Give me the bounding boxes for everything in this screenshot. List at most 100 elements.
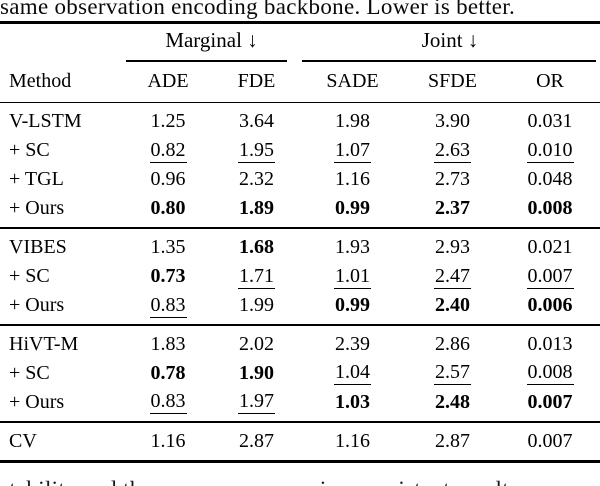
method-cell: + Ours: [9, 390, 65, 413]
header-sfde: SFDE: [428, 70, 477, 92]
value-cell: 2.73: [435, 168, 470, 191]
value-cell: 0.78: [150, 361, 186, 384]
method-cell: VIBES: [9, 236, 67, 259]
value-cell: 2.39: [335, 332, 370, 355]
column-group-marginal: Marginal ↓: [123, 24, 300, 62]
value-cell: 2.86: [435, 332, 470, 355]
value-cell: 0.031: [527, 110, 573, 133]
header-sade: SADE: [326, 70, 379, 92]
value-cell: 0.73: [150, 265, 186, 288]
value-cell: 2.32: [239, 168, 274, 191]
value-cell: 0.007: [526, 264, 574, 289]
value-cell: 2.48: [435, 390, 470, 413]
value-cell: 0.048: [527, 168, 573, 191]
value-cell: 2.87: [435, 429, 470, 452]
table-header-row: Method ADE FDE SADE SFDE OR: [0, 62, 600, 102]
table-block: HiVT-M 1.83 2.02 2.39 2.86 0.013 + SC 0.78 1.90 1…: [0, 326, 600, 421]
value-cell: 1.35: [150, 236, 186, 259]
method-cell: + SC: [9, 139, 50, 162]
header-method: Method: [9, 70, 72, 92]
caption-bottom-text-clipped: stability and the same scenes receive co…: [0, 476, 600, 486]
value-cell: 1.93: [335, 236, 370, 259]
method-cell: V-LSTM: [9, 110, 82, 133]
header-fde: FDE: [237, 70, 276, 92]
value-cell: 0.007: [527, 429, 573, 452]
value-cell: 1.16: [335, 168, 370, 191]
table-row: + SC 0.82 1.95 1.07 2.63 0.010: [0, 136, 600, 165]
table-block: V-LSTM 1.25 3.64 1.98 3.90 0.031 + SC 0.82 1.95 1…: [0, 103, 600, 227]
value-cell: 1.83: [150, 332, 186, 355]
method-cell: + Ours: [9, 197, 65, 220]
table-row: HiVT-M 1.83 2.02 2.39 2.86 0.013: [0, 330, 600, 359]
table-block: CV 1.16 2.87 1.16 2.87 0.007: [0, 423, 600, 460]
value-cell: 2.57: [434, 361, 471, 386]
table-top-rule: [0, 21, 600, 24]
value-cell: 0.83: [149, 390, 187, 415]
table-mid-rule: [0, 324, 600, 326]
value-cell: 1.25: [150, 110, 186, 133]
table-row: + Ours 0.80 1.89 0.99 2.37 0.008: [0, 194, 600, 223]
table-block: VIBES 1.35 1.68 1.93 2.93 0.021 + SC 0.73 1.71 1.…: [0, 229, 600, 324]
header-ade: ADE: [147, 70, 189, 92]
marginal-cmidrule: [126, 60, 287, 62]
value-cell: 1.07: [334, 138, 371, 163]
value-cell: 0.96: [150, 168, 186, 191]
table-row: + SC 0.73 1.71 1.01 2.47 0.007: [0, 262, 600, 291]
method-cell: + TGL: [9, 168, 64, 191]
value-cell: 1.01: [334, 264, 371, 289]
table-mid-rule: [0, 420, 600, 423]
table-header-rule: [0, 101, 600, 104]
table-row: + Ours 0.83 1.97 1.03 2.48 0.007: [0, 388, 600, 417]
value-cell: 0.99: [335, 294, 370, 317]
value-cell: 0.99: [335, 197, 370, 220]
table-row: + TGL 0.96 2.32 1.16 2.73 0.048: [0, 165, 600, 194]
value-cell: 0.021: [527, 236, 573, 259]
table-row: + Ours 0.83 1.99 0.99 2.40 0.006: [0, 291, 600, 320]
value-cell: 2.40: [435, 294, 470, 317]
table-row: VIBES 1.35 1.68 1.93 2.93 0.021: [0, 233, 600, 262]
value-cell: 2.37: [435, 197, 470, 220]
value-cell: 0.008: [527, 197, 573, 220]
method-cell: + SC: [9, 265, 50, 288]
value-cell: 1.99: [239, 294, 274, 317]
value-cell: 1.16: [335, 429, 370, 452]
value-cell: 1.71: [238, 264, 275, 289]
header-or: OR: [536, 70, 564, 92]
value-cell: 2.47: [434, 264, 471, 289]
value-cell: 1.97: [238, 390, 275, 415]
method-cell: CV: [9, 429, 37, 452]
value-cell: 1.16: [150, 429, 186, 452]
value-cell: 0.010: [526, 138, 574, 163]
value-cell: 1.04: [334, 361, 371, 386]
value-cell: 0.82: [149, 138, 187, 163]
value-cell: 1.95: [238, 138, 275, 163]
results-table: Marginal ↓ Joint ↓ Method ADE FDE SADE S…: [0, 21, 600, 463]
table-group-header-row: Marginal ↓ Joint ↓: [0, 24, 600, 62]
column-group-joint-label: Joint ↓: [421, 28, 479, 52]
joint-cmidrule: [302, 60, 596, 62]
value-cell: 0.83: [149, 293, 187, 318]
column-group-joint: Joint ↓: [300, 24, 600, 62]
method-cell: + SC: [9, 361, 50, 384]
value-cell: 2.02: [239, 332, 274, 355]
column-group-marginal-label: Marginal ↓: [165, 28, 258, 52]
value-cell: 1.68: [239, 236, 274, 259]
value-cell: 1.89: [239, 197, 274, 220]
value-cell: 2.93: [435, 236, 470, 259]
value-cell: 1.90: [239, 361, 274, 384]
table-row: + SC 0.78 1.90 1.04 2.57 0.008: [0, 359, 600, 388]
value-cell: 0.013: [527, 332, 573, 355]
value-cell: 1.03: [335, 390, 370, 413]
table-mid-rule: [0, 227, 600, 230]
value-cell: 0.006: [527, 294, 573, 317]
method-cell: + Ours: [9, 294, 65, 317]
value-cell: 0.80: [150, 197, 186, 220]
table-bottom-rule: [0, 459, 600, 463]
value-cell: 0.008: [526, 361, 574, 386]
method-cell: HiVT-M: [9, 332, 79, 355]
table-row: V-LSTM 1.25 3.64 1.98 3.90 0.031: [0, 107, 600, 136]
caption-top-text: same observation encoding backbone. Lowe…: [0, 0, 516, 19]
value-cell: 3.64: [239, 110, 274, 133]
value-cell: 0.007: [527, 390, 573, 413]
